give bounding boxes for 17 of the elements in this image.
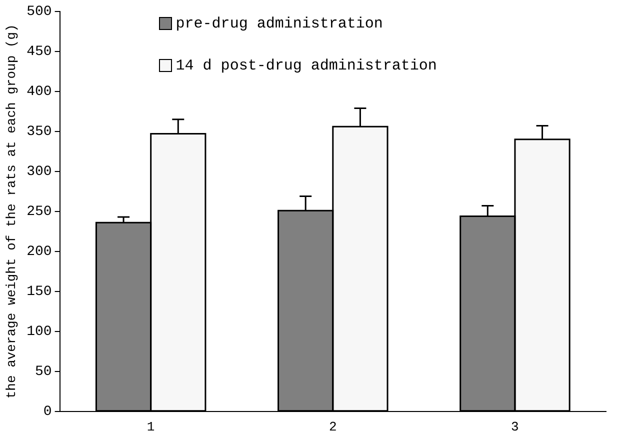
y-axis-title: the average weight of the rats at each group (g) (4, 24, 20, 399)
x-tick-label: 3 (511, 420, 519, 435)
x-tick-label: 1 (146, 420, 155, 435)
legend-label: 14 d post-drug administration (176, 57, 437, 74)
y-tick-label: 500 (26, 4, 52, 20)
y-tick-label: 200 (26, 244, 52, 260)
y-tick-label: 250 (26, 204, 52, 220)
y-tick-label: 100 (26, 324, 52, 340)
y-tick-label: 450 (26, 44, 52, 60)
y-tick-label: 400 (26, 84, 52, 100)
y-tick-label: 50 (34, 364, 52, 380)
y-tick-label: 300 (26, 164, 52, 180)
y-tick-label: 0 (43, 404, 52, 420)
x-tick-label: 2 (328, 420, 337, 435)
legend-label: pre-drug administration (176, 15, 383, 32)
y-tick-label: 350 (26, 124, 52, 140)
y-tick-label: 150 (26, 284, 52, 300)
